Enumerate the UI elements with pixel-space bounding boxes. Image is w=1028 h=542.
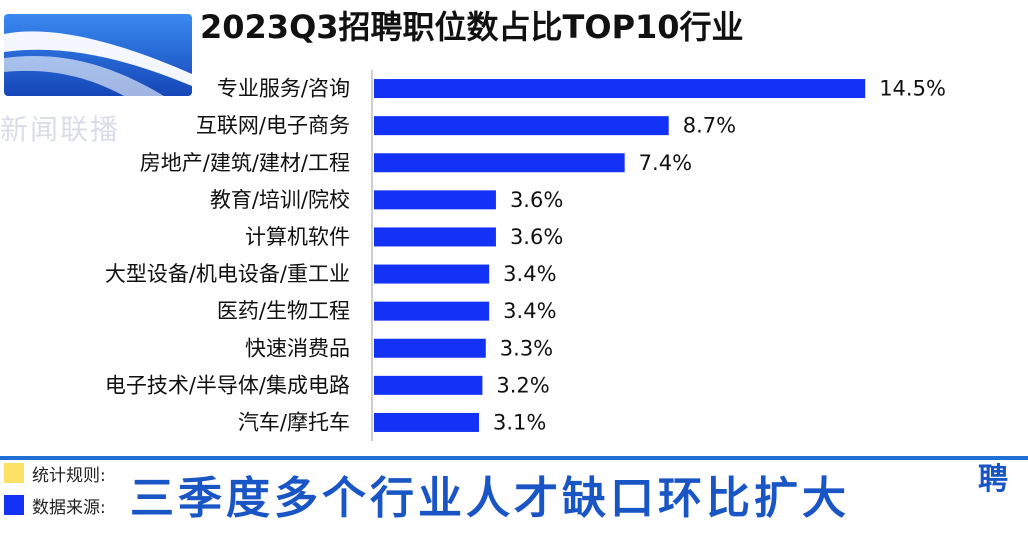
category-label: 专业服务/咨询 bbox=[217, 77, 350, 101]
caption-right-text: 聘 bbox=[978, 462, 1008, 497]
category-label: 大型设备/机电设备/重工业 bbox=[105, 262, 350, 286]
bar-chart: 专业服务/咨询 14.5% 互联网/电子商务 8.7% 房地产/建筑/建材/工程 7.4%… bbox=[105, 70, 946, 441]
caption-band-line bbox=[0, 456, 1028, 460]
category-label: 房地产/建筑/建材/工程 bbox=[140, 151, 350, 175]
legend-item-rules: 统计规则: bbox=[4, 460, 106, 486]
bar bbox=[374, 264, 490, 284]
category-label: 计算机软件 bbox=[245, 225, 350, 249]
bar bbox=[374, 375, 483, 395]
bar bbox=[374, 116, 669, 136]
category-label: 电子技术/半导体/集成电路 bbox=[105, 373, 350, 397]
category-label: 教育/培训/院校 bbox=[210, 188, 350, 212]
bar bbox=[374, 153, 625, 173]
data-label: 3.2% bbox=[496, 373, 549, 397]
category-label: 互联网/电子商务 bbox=[196, 114, 350, 138]
category-label: 医药/生物工程 bbox=[217, 299, 350, 323]
data-label: 3.4% bbox=[503, 262, 556, 286]
category-label: 快速消费品 bbox=[245, 336, 350, 360]
legend-item-source: 数据来源: bbox=[4, 492, 106, 518]
bar bbox=[374, 338, 486, 358]
data-label: 3.4% bbox=[503, 299, 556, 323]
news-caption: 三季度多个行业人才缺口环比扩大 bbox=[130, 473, 850, 524]
data-label: 3.6% bbox=[510, 225, 563, 249]
data-label: 3.1% bbox=[493, 410, 546, 434]
bar bbox=[374, 227, 496, 247]
data-label: 14.5% bbox=[879, 77, 946, 101]
category-label: 汽车/摩托车 bbox=[238, 410, 350, 434]
data-label: 7.4% bbox=[639, 151, 692, 175]
bar bbox=[374, 190, 496, 210]
caption-box bbox=[124, 460, 986, 538]
bar bbox=[374, 301, 490, 321]
bar bbox=[374, 79, 866, 99]
data-label: 3.6% bbox=[510, 188, 563, 212]
data-label: 8.7% bbox=[683, 114, 736, 138]
data-label: 3.3% bbox=[500, 336, 553, 360]
chart-title: 2023Q3招聘职位数占比TOP10行业 bbox=[200, 8, 744, 46]
legend-label-source: 数据来源: bbox=[32, 497, 106, 518]
bar bbox=[374, 412, 480, 432]
legend-label-rules: 统计规则: bbox=[32, 465, 106, 486]
watermark-text: 新闻联播 bbox=[0, 113, 121, 146]
legend-swatch-rules bbox=[4, 463, 24, 483]
legend-swatch-source bbox=[4, 495, 24, 515]
logo-image bbox=[4, 14, 192, 96]
